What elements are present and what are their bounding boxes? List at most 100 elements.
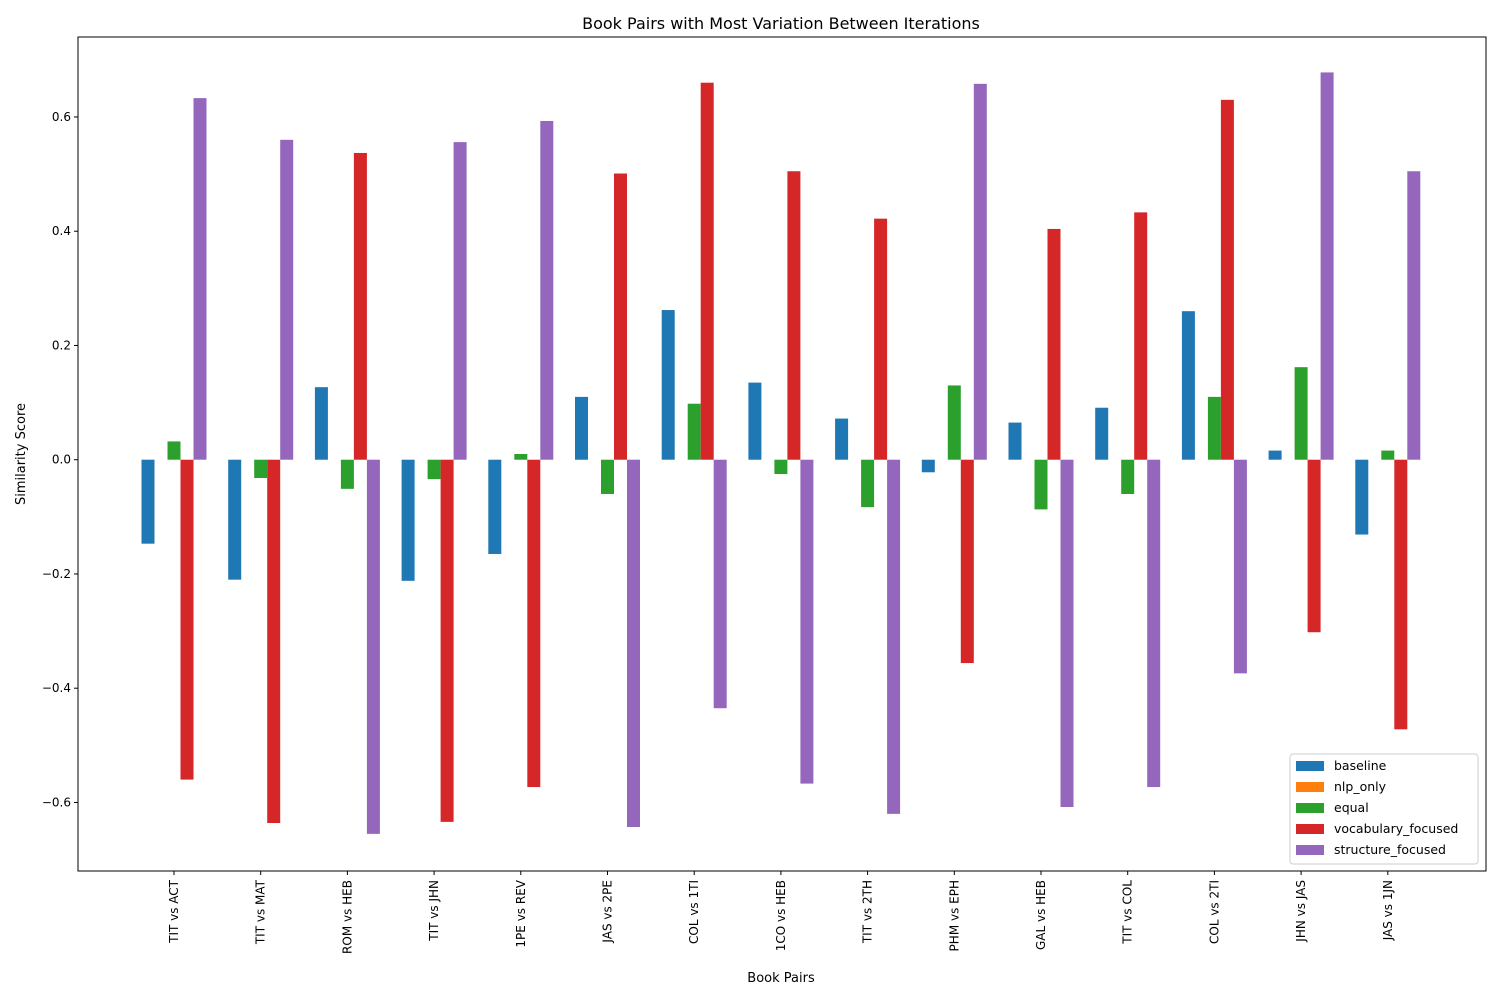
bar-vocabulary_focused-1 (267, 459, 281, 824)
bar-vocabulary_focused-12 (1220, 99, 1234, 460)
y-tick-label: 0.4 (52, 224, 71, 238)
plot-frame (77, 36, 1487, 872)
bar-equal-2 (340, 459, 354, 489)
x-tick-label: COL vs 2TI (1207, 880, 1221, 944)
bar-structure_focused-3 (453, 142, 467, 460)
y-tick-label: 0.0 (52, 453, 71, 467)
x-tick-label: COL vs 1TI (687, 880, 701, 944)
y-axis-label: Similarity Score (14, 403, 29, 505)
bar-vocabulary_focused-0 (180, 459, 194, 780)
legend-swatch-nlp_only (1296, 782, 1324, 792)
x-tick-label: JAS vs 1JN (1381, 880, 1395, 941)
bar-structure_focused-10 (1060, 459, 1074, 808)
bar-baseline-7 (748, 382, 762, 460)
bar-baseline-6 (661, 310, 675, 460)
y-tick-label: 0.2 (52, 338, 71, 352)
bar-baseline-10 (1008, 422, 1022, 460)
y-tick-label: −0.6 (42, 795, 71, 809)
bar-equal-4 (514, 454, 528, 460)
bar-equal-0 (167, 441, 181, 460)
bar-vocabulary_focused-8 (874, 218, 888, 460)
bar-structure_focused-8 (887, 459, 901, 814)
bar-equal-14 (1381, 450, 1395, 460)
bar-equal-7 (774, 459, 788, 474)
bar-vocabulary_focused-10 (1047, 228, 1061, 460)
y-tick-label: 0.6 (52, 110, 71, 124)
bar-vocabulary_focused-6 (700, 82, 714, 460)
y-tick-label: −0.2 (42, 567, 71, 581)
bar-equal-3 (427, 459, 441, 480)
legend-label-nlp_only: nlp_only (1334, 779, 1387, 794)
legend-label-baseline: baseline (1334, 758, 1387, 773)
bar-equal-6 (687, 403, 701, 460)
legend-swatch-equal (1296, 803, 1324, 813)
bar-vocabulary_focused-14 (1394, 459, 1408, 730)
bar-equal-13 (1294, 367, 1308, 460)
legend-swatch-baseline (1296, 761, 1324, 771)
bar-structure_focused-12 (1233, 459, 1247, 674)
legend-label-structure_focused: structure_focused (1334, 842, 1446, 857)
chart-title: Book Pairs with Most Variation Between I… (582, 14, 980, 33)
bar-baseline-9 (921, 459, 935, 473)
x-tick-label: TIT vs ACT (167, 879, 181, 944)
bar-structure_focused-4 (540, 120, 554, 460)
bar-vocabulary_focused-11 (1134, 212, 1148, 460)
bar-structure_focused-0 (193, 98, 207, 460)
x-axis-label: Book Pairs (747, 971, 815, 986)
legend-swatch-vocabulary_focused (1296, 824, 1324, 834)
bar-vocabulary_focused-5 (614, 173, 627, 460)
bar-equal-5 (601, 459, 614, 494)
bar-baseline-14 (1355, 459, 1369, 535)
legend-swatch-structure_focused (1296, 845, 1324, 855)
x-tick-label: PHM vs EPH (947, 880, 961, 951)
bar-baseline-1 (228, 459, 242, 580)
bar-structure_focused-5 (627, 459, 640, 828)
bar-baseline-3 (401, 459, 415, 581)
x-axis: TIT vs ACT TIT vs MAT ROM vs HEB TIT vs JHN… (167, 871, 1395, 954)
bar-vocabulary_focused-2 (353, 152, 367, 460)
x-tick-label: ROM vs HEB (340, 880, 354, 954)
x-tick-label: TIT vs MAT (254, 879, 268, 945)
bar-vocabulary_focused-13 (1307, 459, 1321, 633)
bar-equal-11 (1121, 459, 1135, 494)
bar-equal-10 (1034, 459, 1048, 510)
bar-equal-12 (1207, 396, 1221, 460)
bar-structure_focused-6 (713, 459, 727, 709)
x-tick-label: 1CO vs HEB (774, 880, 788, 951)
bar-vocabulary_focused-7 (787, 171, 801, 460)
y-axis: −0.6 −0.4 −0.2 0.0 0.2 0.4 0.6 (42, 110, 78, 809)
bar-baseline-2 (314, 387, 328, 460)
bar-structure_focused-11 (1147, 459, 1161, 788)
bar-vocabulary_focused-9 (960, 459, 974, 664)
x-tick-label: TIT vs JHN (427, 880, 441, 942)
x-tick-label: 1PE vs REV (514, 879, 528, 947)
bar-equal-9 (947, 385, 961, 460)
bar-baseline-0 (141, 459, 155, 544)
x-tick-label: GAL vs HEB (1034, 880, 1048, 950)
x-tick-label: JHN vs JAS (1294, 880, 1308, 943)
bar-baseline-8 (835, 418, 849, 460)
bar-equal-1 (254, 459, 268, 478)
legend-label-vocabulary_focused: vocabulary_focused (1334, 821, 1458, 836)
bar-equal-8 (861, 459, 875, 508)
bar-baseline-11 (1095, 407, 1109, 460)
bar-structure_focused-1 (280, 139, 294, 460)
bar-structure_focused-14 (1407, 171, 1421, 460)
bar-baseline-13 (1268, 450, 1282, 460)
bar-baseline-12 (1181, 311, 1195, 460)
bar-vocabulary_focused-3 (440, 459, 454, 822)
legend-box (1289, 753, 1479, 865)
bar-baseline-5 (575, 396, 588, 460)
bar-baseline-4 (488, 459, 502, 554)
bar-vocabulary_focused-4 (527, 459, 541, 788)
y-tick-label: −0.4 (42, 681, 71, 695)
bar-structure_focused-13 (1320, 72, 1334, 460)
bar-structure_focused-7 (800, 459, 814, 784)
x-tick-label: TIT vs COL (1121, 880, 1135, 945)
bar-structure_focused-9 (973, 83, 987, 460)
bars-layer (141, 72, 1421, 834)
bar-structure_focused-2 (366, 459, 380, 834)
x-tick-label: TIT vs 2TH (861, 880, 875, 944)
